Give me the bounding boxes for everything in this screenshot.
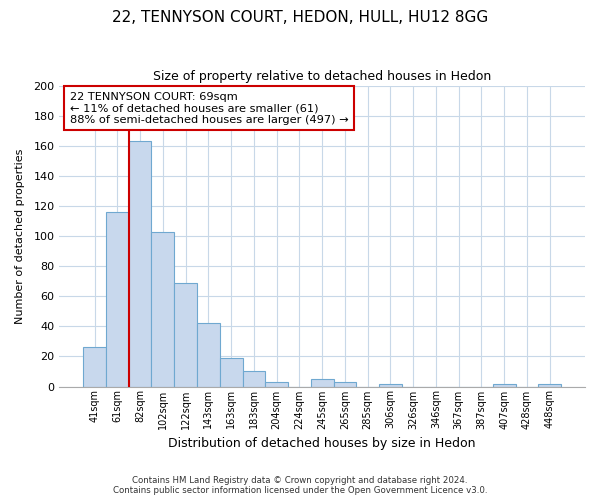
Bar [538, 384, 561, 386]
Title: Size of property relative to detached houses in Hedon: Size of property relative to detached ho… [153, 70, 491, 83]
Bar [242, 372, 265, 386]
Text: 22, TENNYSON COURT, HEDON, HULL, HU12 8GG: 22, TENNYSON COURT, HEDON, HULL, HU12 8G… [112, 10, 488, 25]
Y-axis label: Number of detached properties: Number of detached properties [15, 148, 25, 324]
X-axis label: Distribution of detached houses by size in Hedon: Distribution of detached houses by size … [169, 437, 476, 450]
Bar [151, 232, 174, 386]
Bar [311, 379, 334, 386]
Bar [106, 212, 129, 386]
Text: Contains HM Land Registry data © Crown copyright and database right 2024.
Contai: Contains HM Land Registry data © Crown c… [113, 476, 487, 495]
Bar [129, 141, 151, 386]
Bar [174, 282, 197, 387]
Bar [493, 384, 515, 386]
Bar [220, 358, 242, 386]
Bar [334, 382, 356, 386]
Bar [379, 384, 402, 386]
Bar [197, 324, 220, 386]
Bar [265, 382, 288, 386]
Bar [83, 348, 106, 387]
Text: 22 TENNYSON COURT: 69sqm
← 11% of detached houses are smaller (61)
88% of semi-d: 22 TENNYSON COURT: 69sqm ← 11% of detach… [70, 92, 349, 125]
